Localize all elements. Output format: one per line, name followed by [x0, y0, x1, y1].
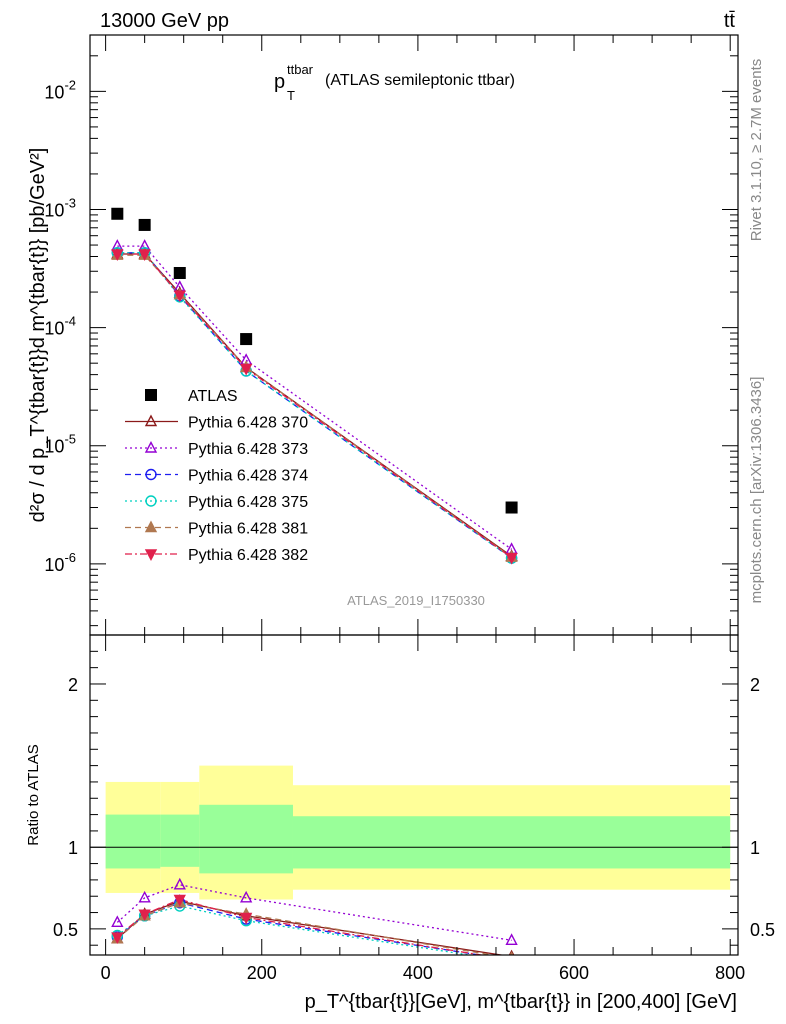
main-data-point: [239, 363, 253, 376]
main-y-axis-label-text: d²σ / d p_T^{tbar{t}}d m^{tbar{t}} [pb/G…: [27, 148, 49, 523]
legend-label: Pythia 6.428 373: [188, 441, 308, 458]
main-series-markers: [111, 207, 518, 565]
energy-label: 13000 GeV pp: [100, 10, 229, 32]
plot-title-symbol: p: [274, 71, 285, 93]
ratio-y-tick-label-right: 2: [750, 675, 760, 695]
main-data-point: [111, 249, 124, 261]
legend-marker: [145, 389, 157, 401]
ratio-band-green: [199, 804, 293, 874]
main-data-point: [240, 333, 253, 346]
x-axis-label: p_T^{tbar{t}}[GeV], m^{tbar{t}} in [200,…: [305, 991, 737, 1013]
ratio-y-tick-label-right: 0.5: [750, 920, 775, 940]
main-axis-ticks: [90, 34, 738, 635]
analysis-watermark: ATLAS_2019_I1750330: [347, 593, 485, 608]
ratio-band-green: [160, 814, 200, 867]
legend-marker: [144, 520, 158, 533]
main-data-point: [138, 249, 151, 261]
legend-marker: [144, 440, 158, 453]
legend-marker: [144, 414, 158, 427]
main-data-point: [505, 501, 518, 514]
main-y-tick-label: 10-2: [44, 77, 76, 102]
plot-title-text: (ATLAS semileptonic ttbar): [325, 72, 515, 89]
main-data-point: [138, 218, 151, 231]
plot-title-superscript: ttbar: [287, 62, 314, 77]
ratio-data-point: [505, 933, 518, 946]
x-tick-labels: 0 200 400 600 800: [101, 963, 746, 983]
ratio-y-tick-label: 2: [68, 675, 78, 695]
ratio-series-markers: [111, 877, 518, 967]
legend-marker: [145, 495, 157, 507]
ratio-data-point: [138, 890, 151, 903]
ratio-data-point: [111, 915, 124, 928]
legend-label: Pythia 6.428 381: [188, 521, 308, 538]
ratio-data-point: [239, 912, 253, 925]
x-tick-label: 0: [101, 963, 111, 983]
ratio-series-line: [116, 905, 474, 955]
ratio-data-point: [173, 894, 186, 907]
main-plot-frame: [89, 34, 739, 636]
ratio-y-tick-label-right: 1: [750, 838, 760, 858]
x-tick-label: 200: [247, 963, 277, 983]
main-y-tick-labels: 10-6 10-5 10-4 10-3 10-2: [44, 77, 76, 575]
process-label: tt̄: [724, 10, 736, 32]
ratio-plot-frame: [89, 634, 739, 956]
x-tick-label: 400: [403, 963, 433, 983]
ratio-data-point: [507, 957, 517, 967]
ratio-y-tick-labels: 0.5 0.5 1 1 2 2: [53, 675, 775, 940]
ratio-band-green: [292, 816, 731, 869]
main-data-point: [505, 552, 518, 565]
ratio-data-point: [509, 951, 514, 955]
ratio-data-point: [138, 909, 151, 922]
ratio-data-point: [507, 956, 517, 966]
legend-label: Pythia 6.428 382: [188, 547, 308, 564]
ratio-data-point: [111, 932, 124, 945]
ratio-data-point: [173, 877, 186, 890]
ratio-band-green: [105, 814, 161, 869]
ratio-plot-panel: 0.5 0.5 1 1 2 2 0 200 400 600 800: [53, 634, 775, 983]
ratio-y-axis-label: Ratio to ATLAS: [25, 744, 42, 845]
legend: ATLAS Pythia 6.428 370 Pythia 6.428 373 Pyt…: [125, 388, 308, 564]
main-y-tick-label: 10-3: [44, 195, 76, 220]
legend-label: Pythia 6.428 370: [188, 415, 308, 432]
x-tick-label: 800: [715, 963, 745, 983]
rivet-version-label: Rivet 3.1.10, ≥ 2.7M events: [748, 59, 765, 242]
main-y-tick-label: 10-6: [44, 550, 76, 575]
ratio-y-tick-label: 1: [68, 838, 78, 858]
ratio-data-point: [508, 954, 515, 955]
legend-label: Pythia 6.428 374: [188, 468, 308, 485]
ratio-uncertainty-bands: [105, 765, 731, 900]
legend-marker: [145, 468, 157, 481]
x-tick-label: 600: [559, 963, 589, 983]
main-series-line: [117, 252, 512, 559]
ratio-axis-ticks: [90, 635, 738, 955]
main-data-point: [173, 266, 186, 279]
main-data-point: [111, 207, 124, 220]
main-y-tick-label: 10-4: [44, 314, 76, 339]
main-y-tick-label: 10-5: [44, 432, 76, 457]
main-plot-title: p T ttbar (ATLAS semileptonic ttbar): [274, 62, 515, 103]
ratio-y-tick-label: 0.5: [53, 920, 78, 940]
main-data-point: [173, 290, 186, 303]
ratio-series-line: [116, 884, 512, 941]
main-y-axis-label: d²σ / d p_T^{tbar{t}}d m^{tbar{t}} [pb/G…: [27, 148, 49, 523]
main-plot-panel: 10-6 10-5 10-4 10-3 10-2: [44, 34, 739, 636]
legend-marker: [144, 549, 158, 562]
legend-label: Pythia 6.428 375: [188, 494, 308, 511]
ratio-data-point: [239, 890, 253, 903]
plot-title-subscript: T: [287, 88, 295, 103]
mcplots-label: mcplots.cern.ch [arXiv:1306.3436]: [748, 377, 765, 604]
legend-label: ATLAS: [188, 388, 238, 405]
